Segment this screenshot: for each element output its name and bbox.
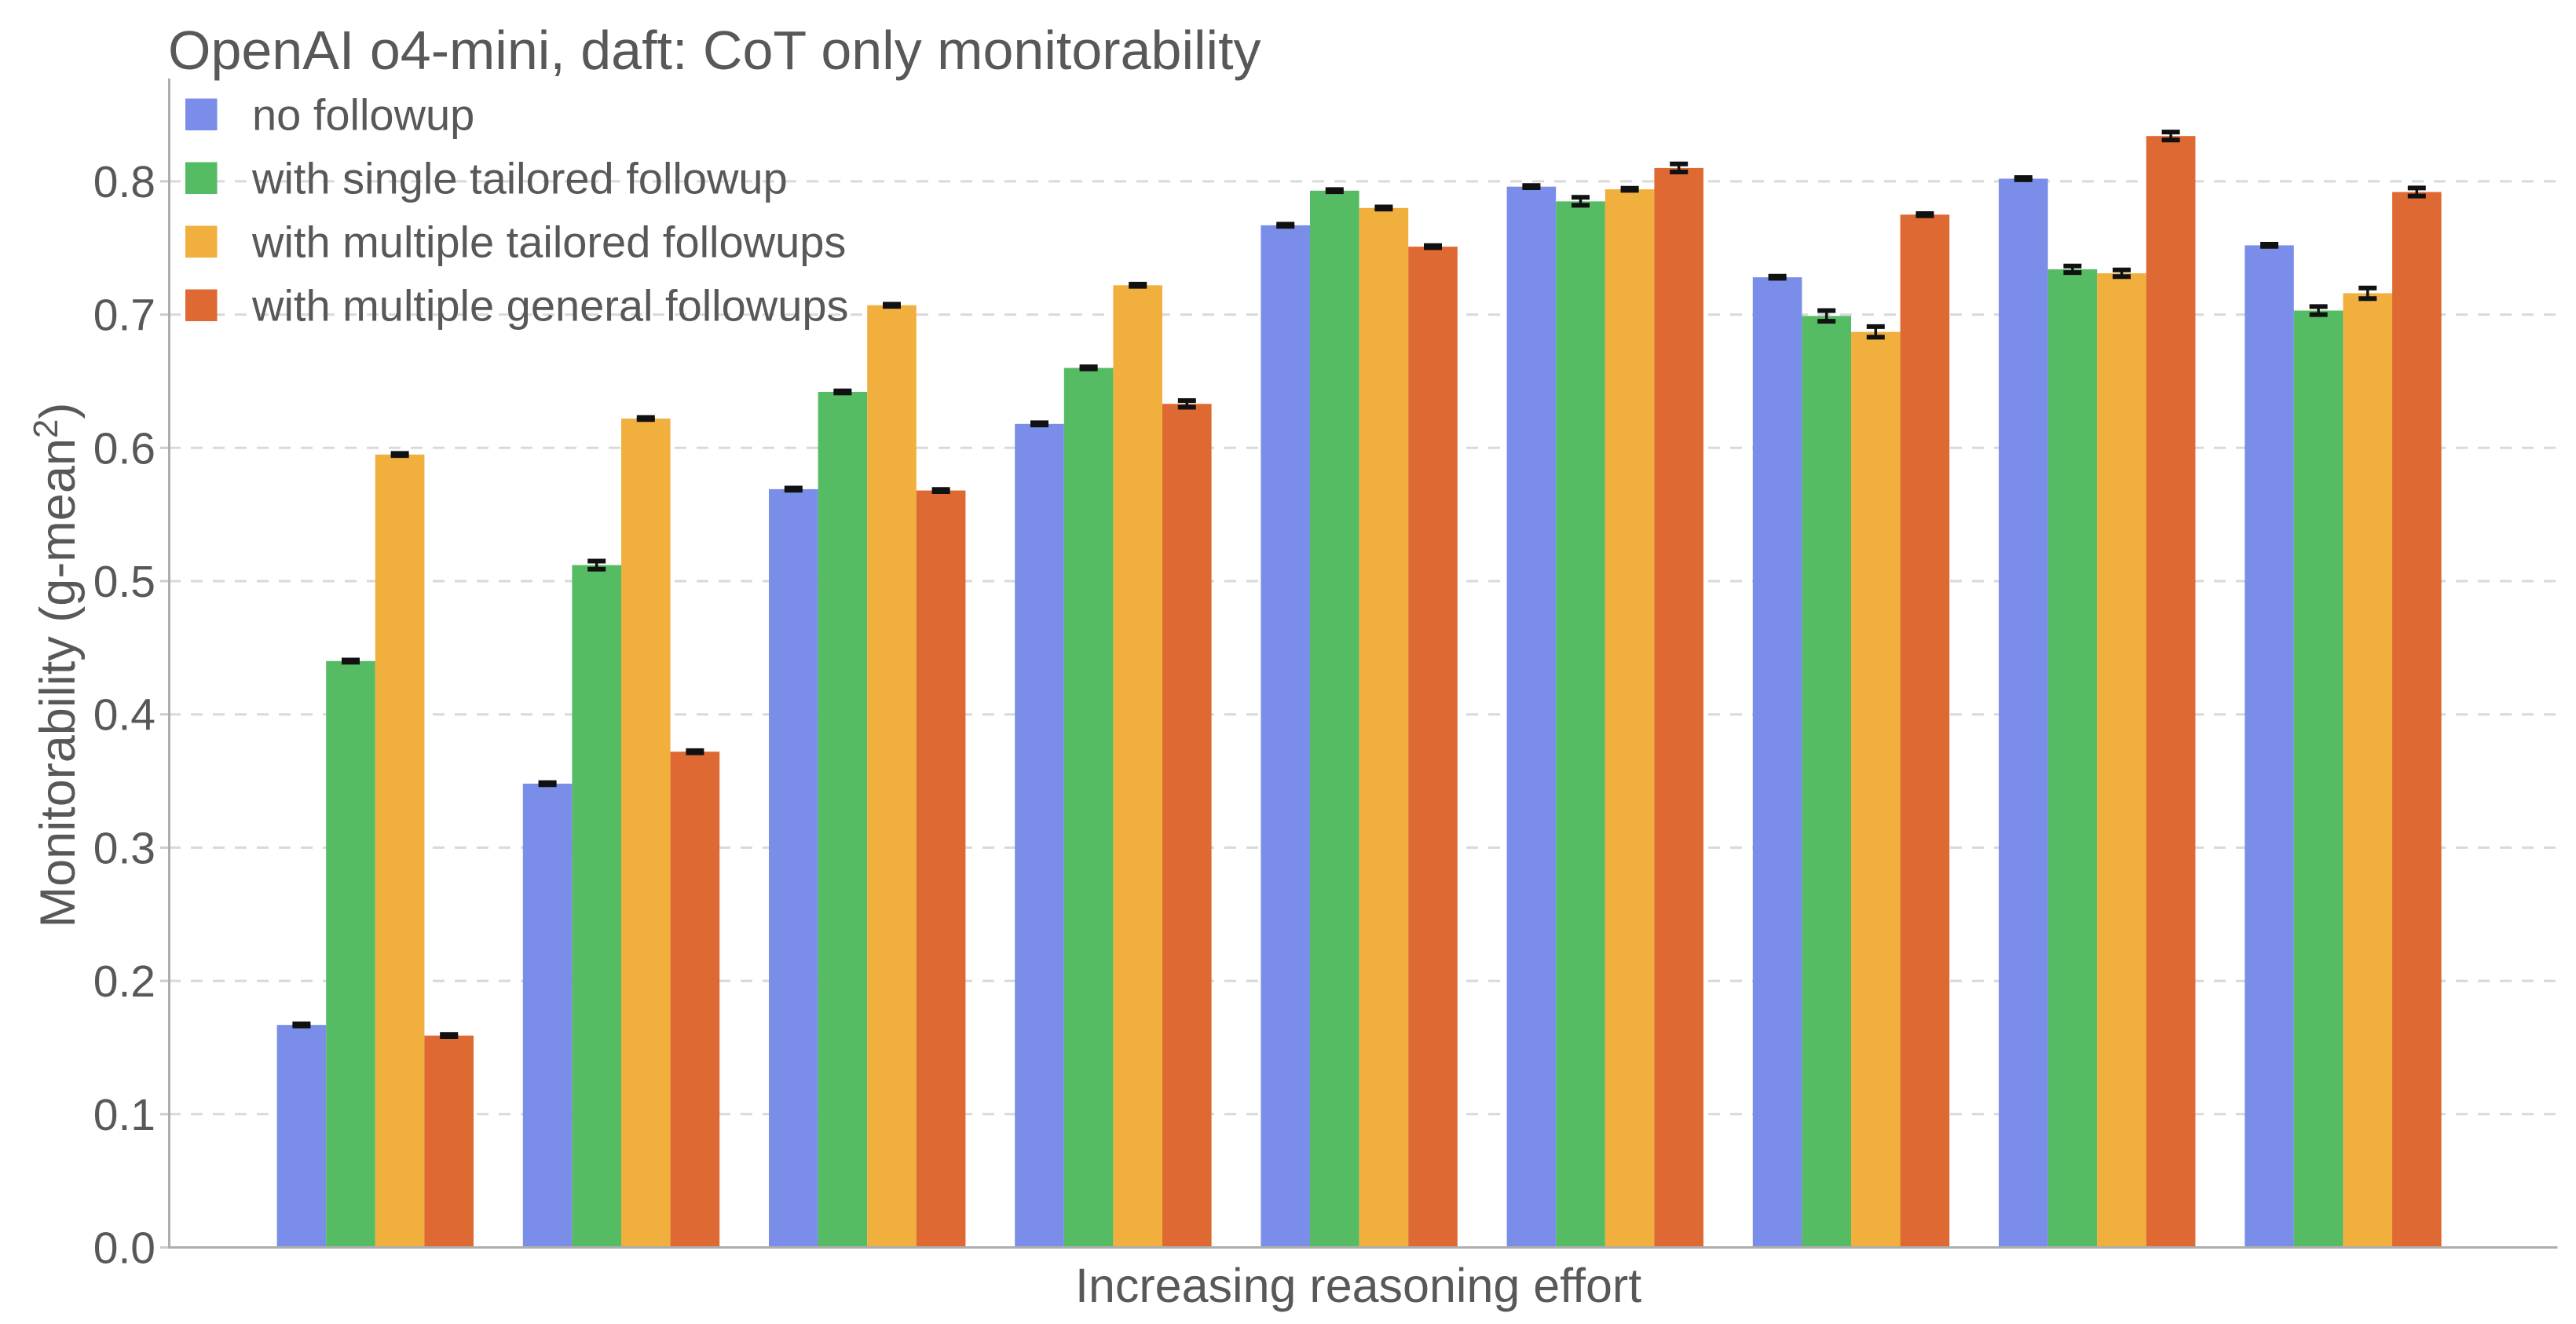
svg-text:no followup: no followup [252, 90, 474, 140]
svg-text:0.0: 0.0 [93, 1223, 156, 1274]
svg-text:Monitorability (g-mean2): Monitorability (g-mean2) [27, 403, 86, 928]
svg-text:with multiple tailored followu: with multiple tailored followups [251, 218, 846, 267]
svg-text:0.8: 0.8 [93, 157, 156, 207]
svg-text:with single tailored followup: with single tailored followup [251, 154, 788, 203]
svg-text:0.4: 0.4 [93, 690, 156, 741]
svg-text:0.7: 0.7 [93, 291, 156, 341]
svg-text:0.5: 0.5 [93, 557, 156, 607]
svg-text:0.6: 0.6 [93, 423, 156, 474]
svg-text:with multiple general followup: with multiple general followups [251, 281, 849, 331]
svg-text:OpenAI o4-mini, daft: CoT only: OpenAI o4-mini, daft: CoT only monitorab… [168, 20, 1261, 81]
svg-text:0.2: 0.2 [93, 956, 156, 1007]
svg-text:0.3: 0.3 [93, 823, 156, 873]
svg-text:Increasing reasoning effort: Increasing reasoning effort [1075, 1259, 1641, 1312]
svg-text:0.1: 0.1 [93, 1090, 156, 1140]
